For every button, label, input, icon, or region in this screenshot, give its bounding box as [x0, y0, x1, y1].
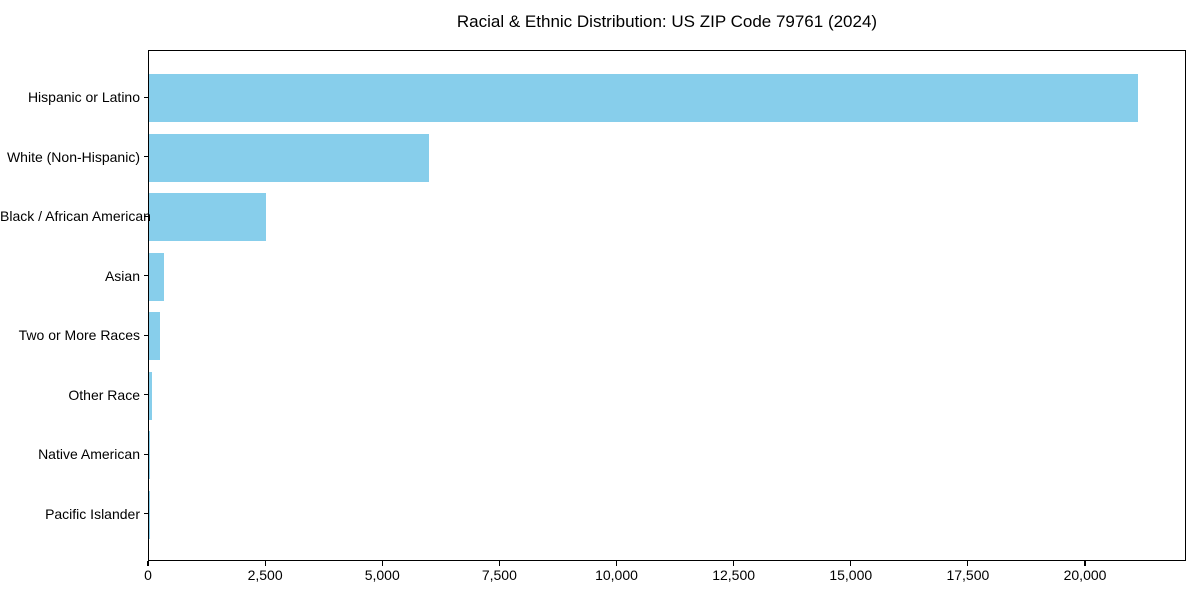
x-tick-mark: [381, 561, 383, 566]
bar-asian: [149, 252, 164, 301]
bar-other-race: [149, 371, 153, 420]
plot-area: [148, 50, 1186, 561]
x-tick-label-15000: 15,000: [829, 567, 873, 583]
x-tick-mark: [498, 561, 500, 566]
x-tick-label-20000: 20,000: [1063, 567, 1107, 583]
x-tick-mark: [264, 561, 266, 566]
x-tick-mark: [850, 561, 852, 566]
bar-two-or-more-races: [149, 312, 161, 361]
y-tick-mark: [143, 156, 148, 158]
x-tick-mark: [967, 561, 969, 566]
y-tick-label-two-or-more-races: Two or More Races: [18, 327, 140, 344]
bar-native-american: [149, 431, 151, 480]
y-tick-mark: [143, 275, 148, 277]
y-tick-mark: [143, 334, 148, 336]
chart-title: Racial & Ethnic Distribution: US ZIP Cod…: [456, 12, 878, 31]
y-tick-label-black-african-american: Black / African American: [0, 208, 151, 225]
x-tick-label-0: 0: [144, 567, 152, 583]
y-tick-label-white-non-hispanic: White (Non-Hispanic): [6, 148, 140, 165]
bar-black-african-american: [149, 193, 266, 242]
x-tick-label-17500: 17,500: [946, 567, 990, 583]
x-tick-mark: [1084, 561, 1086, 566]
x-tick-label-10000: 10,000: [595, 567, 638, 583]
bar-white-non-hispanic: [149, 133, 430, 182]
x-tick-label-5000: 5,000: [364, 567, 400, 583]
x-tick-label-12500: 12,500: [712, 567, 756, 583]
y-tick-label-other-race: Other Race: [68, 386, 140, 403]
y-tick-mark: [143, 513, 148, 515]
y-tick-label-native-american: Native American: [38, 446, 140, 463]
x-tick-mark: [733, 561, 735, 566]
y-tick-label-asian: Asian: [104, 267, 140, 284]
x-tick-label-2500: 2,500: [247, 567, 283, 583]
x-tick-mark: [615, 561, 618, 566]
y-tick-mark: [143, 96, 148, 98]
y-tick-label-pacific-islander: Pacific Islander: [45, 505, 140, 522]
x-tick-label-7500: 7,500: [481, 567, 517, 583]
y-tick-mark: [143, 453, 148, 455]
x-tick-mark: [147, 561, 149, 566]
bar-hispanic-or-latino: [149, 74, 1138, 123]
y-tick-label-hispanic-or-latino: Hispanic or Latino: [27, 89, 140, 106]
y-tick-mark: [143, 394, 148, 396]
y-tick-mark: [143, 215, 148, 217]
